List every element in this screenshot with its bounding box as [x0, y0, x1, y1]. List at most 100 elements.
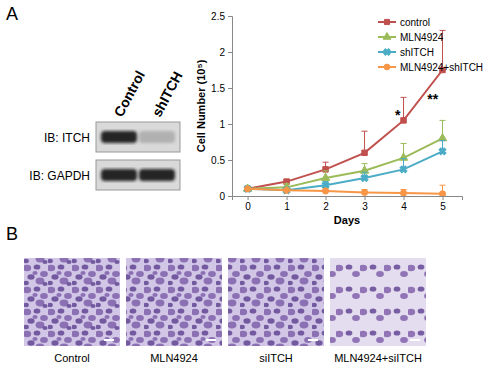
scale-bar — [410, 339, 420, 341]
series-line — [248, 151, 443, 190]
image — [330, 258, 426, 346]
legend-item: shITCH — [378, 47, 434, 58]
legend-marker — [384, 19, 389, 24]
micrograph: Control — [24, 258, 120, 364]
series — [243, 120, 446, 191]
figure: A B ControlshITCHIB: ITCHIB: GAPDH 0 0.5 1 1.5… — [0, 0, 500, 372]
marker — [362, 150, 367, 155]
legend-marker — [382, 47, 392, 57]
image-label: MLN4924+siITCH — [334, 352, 422, 364]
tick-label: 3 — [362, 201, 368, 212]
series-line — [248, 70, 443, 189]
legend-item: MLN4924+shITCH — [378, 62, 483, 73]
marker — [245, 186, 251, 192]
blot-band — [101, 169, 137, 181]
marker — [437, 146, 447, 156]
tick: 2 — [323, 196, 329, 212]
tick-label: 0 — [245, 201, 251, 212]
marker — [283, 187, 289, 193]
series — [245, 185, 446, 196]
tick-mark — [326, 196, 327, 200]
marker — [322, 188, 328, 194]
image — [24, 258, 120, 346]
micrograph: siITCH — [228, 258, 324, 364]
marker — [401, 118, 406, 123]
marker — [243, 184, 251, 191]
tick: 0 — [219, 191, 232, 202]
tick: 0 — [245, 196, 251, 212]
tick-mark — [228, 160, 232, 161]
legend-item: control — [378, 17, 430, 28]
tick-label: 1 — [219, 119, 225, 130]
marker — [400, 190, 406, 196]
tick: 1 — [219, 119, 232, 130]
image-label: siITCH — [259, 352, 293, 364]
marker — [398, 164, 408, 174]
scale-bar — [104, 339, 114, 341]
tick-mark — [228, 88, 232, 89]
image — [126, 258, 222, 346]
lane-label: Control — [111, 68, 148, 119]
micrograph: MLN4924 — [126, 258, 222, 364]
tick-mark — [248, 196, 249, 200]
blot-band — [139, 131, 175, 143]
tick-label: 5 — [440, 201, 446, 212]
blot-band — [139, 169, 175, 181]
tick-mark — [228, 124, 232, 125]
marker — [359, 173, 369, 183]
x-axis: 0 1 2 3 4 5 — [233, 196, 463, 212]
legend-label: shITCH — [400, 47, 434, 58]
blot-membrane — [96, 160, 180, 190]
series — [245, 30, 446, 191]
blot-band — [101, 131, 137, 143]
series — [242, 141, 447, 196]
marker — [245, 186, 250, 191]
image-label: Control — [54, 352, 89, 364]
tick-mark — [228, 196, 232, 197]
tick: 2 — [219, 47, 232, 58]
legend-label: MLN4924 — [400, 32, 444, 43]
tick-label: 2 — [323, 201, 329, 212]
legend-label: MLN4924+shITCH — [400, 62, 483, 73]
legend-marker — [383, 33, 391, 40]
tick-label: 1.5 — [211, 83, 225, 94]
micrograph: MLN4924+siITCH — [330, 258, 426, 364]
marker — [321, 173, 329, 180]
tick-label: 4 — [401, 201, 407, 212]
legend-item: MLN4924 — [378, 32, 444, 43]
tick: 4 — [401, 196, 407, 212]
image — [228, 258, 324, 346]
axis-line — [233, 197, 463, 201]
marker — [360, 166, 368, 173]
y-axis: 0 0.5 1 1.5 2 2.5 — [211, 11, 232, 202]
western-blot: ControlshITCHIB: ITCHIB: GAPDH — [29, 68, 185, 190]
tick: 2.5 — [211, 11, 232, 22]
legend-label: control — [400, 17, 430, 28]
error-bar — [362, 131, 368, 153]
tick: 1.5 — [211, 83, 232, 94]
tick: 1 — [284, 196, 290, 212]
panel-label: A — [6, 4, 18, 24]
marker — [439, 191, 445, 196]
tick-mark — [365, 196, 366, 200]
marker — [438, 134, 446, 141]
tick: 5 — [440, 196, 446, 212]
row-label: IB: ITCH — [44, 131, 90, 145]
image-label: MLN4924 — [150, 352, 198, 364]
tick: 0.5 — [211, 155, 232, 166]
series-line — [248, 189, 443, 194]
annotation: * — [395, 107, 401, 123]
panel-label: B — [6, 224, 18, 244]
marker — [361, 189, 367, 195]
tick-label: 0 — [219, 191, 225, 202]
tick-label: 2.5 — [211, 11, 225, 22]
tick-mark — [228, 52, 232, 53]
tick-mark — [443, 196, 444, 200]
tick-mark — [228, 16, 232, 17]
legend: control MLN4924 shITCH MLN4924+shITCH — [378, 17, 483, 73]
legend-marker — [384, 64, 390, 70]
tick-mark — [404, 196, 405, 200]
plot-area — [242, 30, 447, 196]
annotation: ** — [427, 91, 438, 107]
tick-label: 2 — [219, 47, 225, 58]
